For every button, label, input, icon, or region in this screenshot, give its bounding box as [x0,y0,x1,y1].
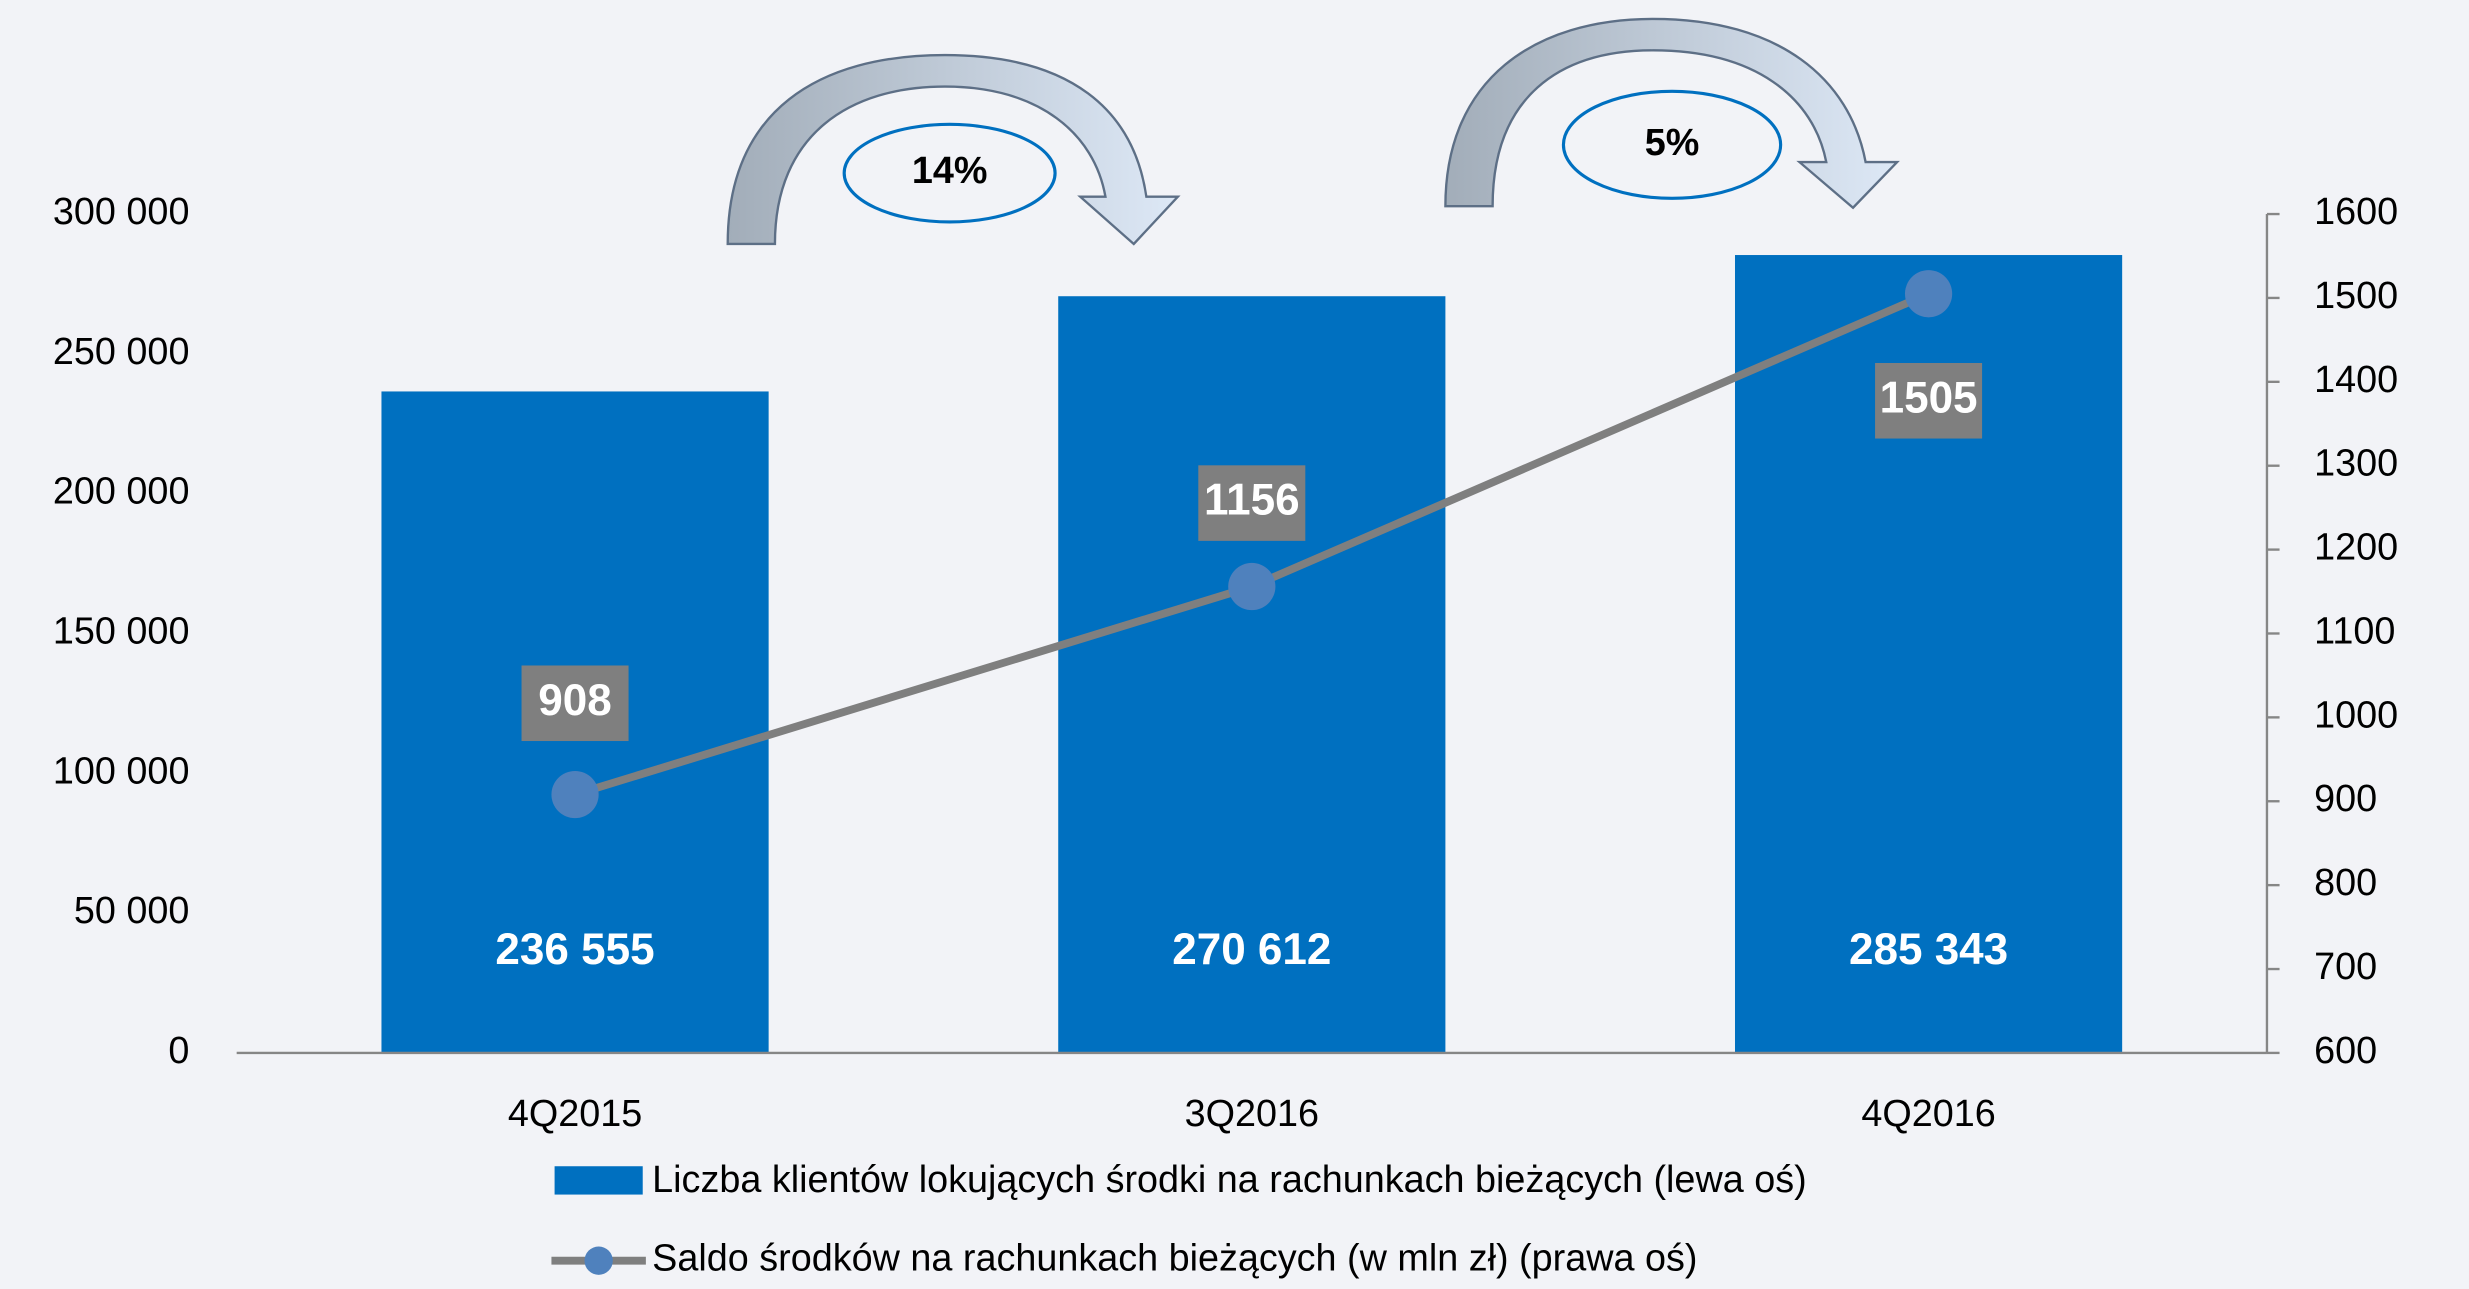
legend-label: Liczba klientów lokujących środki na rac… [652,1159,1807,1201]
y2-tick-label: 1500 [2314,275,2398,317]
y2-tick-label: 1300 [2314,443,2398,485]
line-marker [1904,270,1953,318]
x-tick-label: 3Q2016 [1185,1093,1319,1135]
legend-swatch [554,1166,643,1195]
bar-value-label: 285 343 [1849,925,2008,974]
y-tick-label: 300 000 [53,191,190,233]
arrow-1 [726,53,1181,246]
y2-tick-label: 900 [2314,778,2377,820]
y-tick-label: 0 [168,1030,189,1072]
x-tick-label: 4Q2015 [508,1093,642,1135]
bar-value-label: 270 612 [1172,925,1331,974]
line-marker [551,770,599,819]
y2-tick-label: 700 [2314,946,2377,988]
y2-tick-label: 600 [2314,1030,2377,1072]
bar [1058,296,1446,1053]
y2-tick-label: 1400 [2314,359,2398,401]
annotation: 14% [912,150,988,192]
bar-value-label: 236 555 [495,925,654,974]
y-tick-label: 100 000 [53,750,190,792]
y-tick-label: 150 000 [53,610,190,652]
legend-swatch [584,1246,613,1275]
y2-tick-label: 800 [2314,862,2377,904]
y2-tick-label: 1000 [2314,694,2398,736]
label-box [521,665,629,742]
y-tick-label: 50 000 [74,890,190,932]
annotation: 5% [1645,122,1700,164]
line-value-label: 1156 [1204,476,1300,525]
arrow-2 [1444,17,1900,210]
label-box [1198,465,1306,541]
y2-tick-label: 1200 [2314,527,2398,569]
x-tick-label: 4Q2016 [1861,1093,1995,1135]
y2-tick-label: 1100 [2314,610,2395,652]
line-value-label: 908 [538,676,612,725]
legend-label: Saldo środków na rachunkach bieżących (w… [652,1238,1697,1280]
label-box [1875,362,1983,439]
y2-tick-label: 1600 [2314,191,2398,233]
line-marker [1228,562,1276,611]
y-tick-label: 200 000 [53,471,190,513]
y-tick-label: 250 000 [53,331,190,373]
line-value-label: 1505 [1880,373,1978,422]
